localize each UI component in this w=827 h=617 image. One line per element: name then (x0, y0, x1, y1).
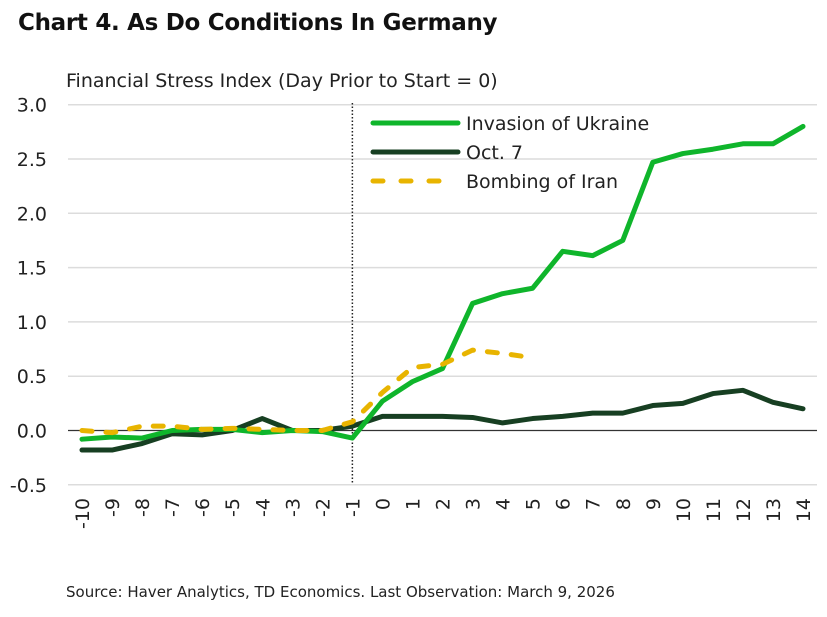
source-note: Source: Haver Analytics, TD Economics. L… (66, 583, 615, 601)
x-tick-label: -5 (222, 498, 244, 517)
x-tick-label: -3 (282, 498, 304, 517)
x-tick-label: 9 (643, 498, 665, 510)
chart-title: Chart 4. As Do Conditions In Germany (18, 10, 498, 36)
y-tick-label: 0.5 (17, 366, 47, 388)
x-tick-label: 14 (793, 498, 815, 522)
legend-label: Bombing of Iran (466, 171, 618, 193)
x-tick-label: 4 (493, 498, 515, 510)
x-tick-label: -8 (132, 498, 154, 517)
x-tick-label: 5 (523, 498, 545, 510)
y-axis-label: Financial Stress Index (Day Prior to Sta… (66, 70, 498, 92)
x-tick-label: 0 (372, 498, 394, 510)
series-line-0 (79, 123, 806, 442)
y-tick-label: 3.0 (17, 95, 47, 117)
x-tick-label: 3 (463, 498, 485, 510)
x-tick-label: 8 (613, 498, 635, 510)
x-tick-label: -7 (162, 498, 184, 517)
x-tick-label: -6 (192, 498, 214, 517)
legend-label: Oct. 7 (466, 142, 523, 164)
x-tick-label: 13 (763, 498, 785, 522)
x-tick-label: -10 (72, 498, 94, 529)
x-tick-label: -9 (102, 498, 124, 517)
x-tick-label: 11 (703, 498, 725, 522)
x-tick-label: 7 (583, 498, 605, 510)
y-tick-label: 1.0 (17, 312, 47, 334)
x-tick-label: -1 (342, 498, 364, 517)
legend-label: Invasion of Ukraine (466, 113, 649, 135)
x-tick-label: 2 (433, 498, 455, 510)
x-tick-label: -2 (312, 498, 334, 517)
y-tick-label: 1.5 (17, 258, 47, 280)
y-tick-label: -0.5 (10, 475, 47, 497)
x-tick-label: 12 (733, 498, 755, 522)
y-tick-label: 2.5 (17, 149, 47, 171)
x-tick-label: 10 (673, 498, 695, 522)
series-line-1 (79, 387, 806, 453)
y-tick-label: 2.0 (17, 203, 47, 225)
x-tick-label: 6 (553, 498, 575, 510)
series-line-2 (79, 347, 536, 436)
x-tick-label: -4 (252, 498, 274, 517)
y-tick-label: 0.0 (17, 421, 47, 443)
x-tick-label: 1 (402, 498, 424, 510)
